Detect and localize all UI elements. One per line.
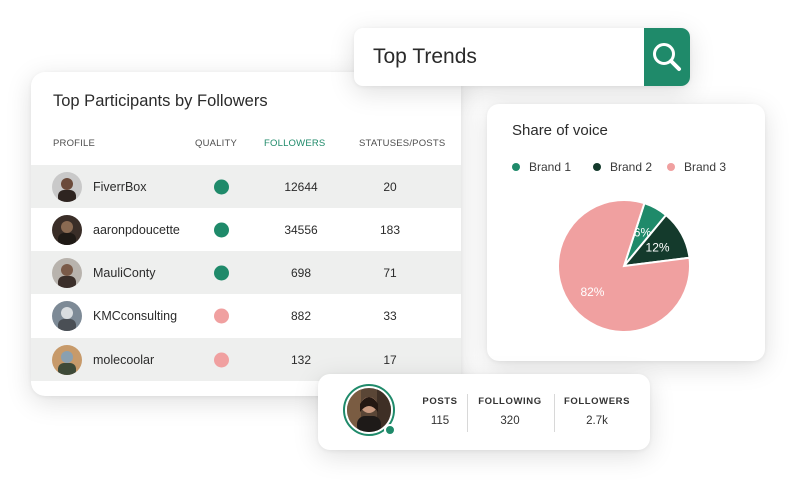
avatar-photo <box>347 388 391 432</box>
avatar[interactable] <box>52 257 82 288</box>
search-input[interactable] <box>354 28 644 86</box>
stat-posts: POSTS 115 <box>397 396 483 427</box>
statuses-value: 183 <box>379 222 401 237</box>
search-button[interactable] <box>644 28 690 86</box>
followers-value: 132 <box>290 352 312 367</box>
legend-dot <box>593 163 601 171</box>
table-row[interactable]: FiverrBox 12644 20 <box>31 165 461 208</box>
participants-title: Top Participants by Followers <box>53 92 268 110</box>
stat-value: 2.7k <box>586 415 608 427</box>
followers-value: 34556 <box>284 222 318 237</box>
column-header-quality[interactable]: QUALITY <box>195 138 238 149</box>
pie-slice-brand-3[interactable] <box>557 199 691 333</box>
stat-label: FOLLOWERS <box>563 396 631 407</box>
participants-card: Top Participants by Followers PROFILE QU… <box>31 72 461 396</box>
table-row[interactable]: KMCconsulting 882 33 <box>31 294 461 337</box>
profile-name[interactable]: aaronpdoucette <box>93 222 180 237</box>
profile-stats-card: POSTS 115 FOLLOWING 320 FOLLOWERS 2.7k <box>318 374 650 450</box>
share-of-voice-card: Share of voice Brand 1 Brand 2 Brand 3 6… <box>487 104 765 361</box>
divider <box>554 394 555 432</box>
legend-label: Brand 3 <box>684 160 727 174</box>
table-row[interactable]: aaronpdoucette 34556 183 <box>31 208 461 251</box>
followers-value: 12644 <box>284 179 318 194</box>
share-of-voice-title: Share of voice <box>512 122 608 139</box>
stat-value: 115 <box>430 415 450 427</box>
stat-following: FOLLOWING 320 <box>467 396 553 427</box>
stat-label: FOLLOWING <box>478 396 542 407</box>
statuses-value: 20 <box>383 179 397 194</box>
legend-dot <box>512 163 520 171</box>
profile-name[interactable]: FiverrBox <box>93 179 147 194</box>
search-bar <box>354 28 690 86</box>
quality-indicator <box>214 265 229 280</box>
avatar[interactable] <box>52 171 82 202</box>
pie-label: 12% <box>646 241 670 255</box>
followers-value: 698 <box>290 265 312 280</box>
avatar[interactable] <box>52 300 82 331</box>
column-header-followers[interactable]: FOLLOWERS <box>264 138 326 149</box>
divider <box>467 394 468 432</box>
profile-name[interactable]: molecoolar <box>93 352 155 367</box>
legend-label: Brand 2 <box>610 160 653 174</box>
stat-label: POSTS <box>422 396 458 407</box>
quality-indicator <box>214 222 229 237</box>
legend-brand-2: Brand 2 <box>593 160 652 174</box>
stat-value: 320 <box>500 415 520 427</box>
statuses-value: 17 <box>383 352 397 367</box>
avatar[interactable] <box>343 384 396 436</box>
column-header-statuses[interactable]: STATUSES/POSTS <box>359 138 446 149</box>
share-of-voice-pie-chart: 6% 12% 82% <box>557 199 691 333</box>
legend-brand-1: Brand 1 <box>512 160 571 174</box>
search-icon <box>653 43 681 71</box>
statuses-value: 33 <box>383 308 397 323</box>
legend-brand-3: Brand 3 <box>667 160 726 174</box>
column-header-profile[interactable]: PROFILE <box>53 138 96 149</box>
quality-indicator <box>214 179 229 194</box>
profile-name[interactable]: KMCconsulting <box>93 308 178 323</box>
stat-followers: FOLLOWERS 2.7k <box>554 396 640 427</box>
pie-label: 6% <box>634 225 652 239</box>
profile-name[interactable]: MauliConty <box>93 265 156 280</box>
quality-indicator <box>214 352 229 367</box>
table-row[interactable]: molecoolar 132 17 <box>31 338 461 381</box>
statuses-value: 71 <box>383 265 397 280</box>
avatar[interactable] <box>52 214 82 245</box>
online-badge-icon <box>384 424 396 436</box>
quality-indicator <box>214 308 229 323</box>
legend-label: Brand 1 <box>529 160 572 174</box>
avatar[interactable] <box>52 344 82 375</box>
table-row[interactable]: MauliConty 698 71 <box>31 251 461 294</box>
followers-value: 882 <box>290 308 312 323</box>
pie-label: 82% <box>580 285 604 299</box>
legend-dot <box>667 163 675 171</box>
